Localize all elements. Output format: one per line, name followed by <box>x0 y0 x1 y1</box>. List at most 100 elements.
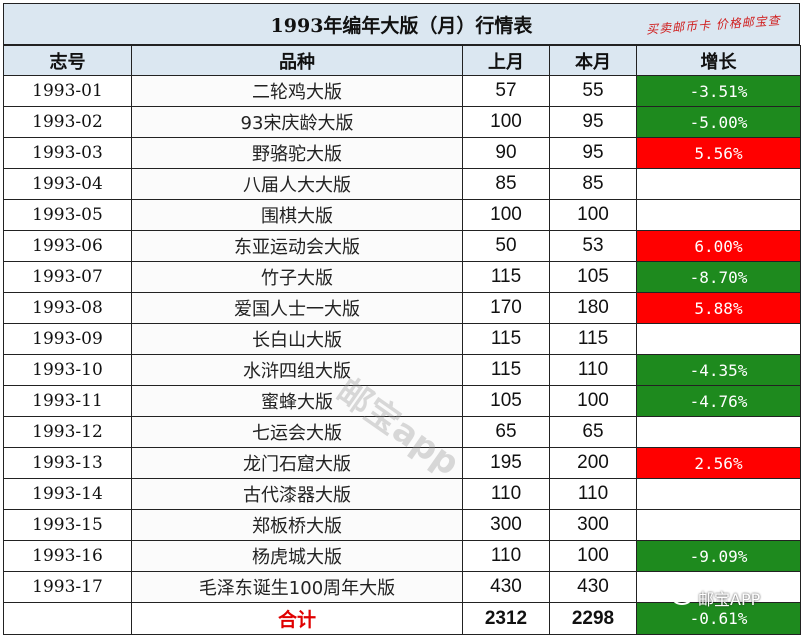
row-this-month: 105 <box>549 261 637 293</box>
row-name: 二轮鸡大版 <box>131 75 463 107</box>
row-code: 1993-15 <box>3 509 132 541</box>
row-last-month: 105 <box>462 385 550 417</box>
row-this-month: 200 <box>549 447 637 479</box>
row-name: 爱国人士一大版 <box>131 292 463 324</box>
total-change: -0.61% <box>636 602 801 635</box>
row-code: 1993-02 <box>3 106 132 138</box>
row-code: 1993-10 <box>3 354 132 386</box>
row-name: 七运会大版 <box>131 416 463 448</box>
total-code <box>3 602 132 635</box>
row-name: 郑板桥大版 <box>131 509 463 541</box>
table-row: 1993-09 长白山大版 115 115 <box>3 323 801 355</box>
row-last-month: 57 <box>462 75 550 107</box>
table-row: 1993-03 野骆驼大版 90 95 5.56% <box>3 137 801 169</box>
table-row: 1993-16 杨虎城大版 110 100 -9.09% <box>3 540 801 572</box>
row-last-month: 300 <box>462 509 550 541</box>
header-row: 志号 品种 上月 本月 增长 <box>3 45 801 76</box>
row-name: 东亚运动会大版 <box>131 230 463 262</box>
row-code: 1993-11 <box>3 385 132 417</box>
table-row: 1993-12 七运会大版 65 65 <box>3 416 801 448</box>
table-row: 1993-04 八届人大大版 85 85 <box>3 168 801 200</box>
row-last-month: 85 <box>462 168 550 200</box>
row-last-month: 195 <box>462 447 550 479</box>
table-row: 1993-14 古代漆器大版 110 110 <box>3 478 801 510</box>
row-last-month: 110 <box>462 540 550 572</box>
row-last-month: 110 <box>462 478 550 510</box>
table-body: 1993-01 二轮鸡大版 57 55 -3.51% 1993-02 93宋庆龄大版 100 9… <box>3 75 801 603</box>
table-row: 1993-17 毛泽东诞生100周年大版 430 430 <box>3 571 801 603</box>
row-code: 1993-16 <box>3 540 132 572</box>
row-last-month: 115 <box>462 261 550 293</box>
row-this-month: 95 <box>549 137 637 169</box>
row-change: -3.51% <box>636 75 801 107</box>
row-name: 蜜蜂大版 <box>131 385 463 417</box>
row-this-month: 55 <box>549 75 637 107</box>
table-row: 1993-01 二轮鸡大版 57 55 -3.51% <box>3 75 801 107</box>
row-code: 1993-05 <box>3 199 132 231</box>
row-change <box>636 571 801 603</box>
row-change: 5.56% <box>636 137 801 169</box>
row-this-month: 430 <box>549 571 637 603</box>
header-this-month: 本月 <box>549 45 637 76</box>
row-last-month: 115 <box>462 323 550 355</box>
row-change <box>636 416 801 448</box>
row-change: 5.88% <box>636 292 801 324</box>
row-this-month: 110 <box>549 354 637 386</box>
row-code: 1993-12 <box>3 416 132 448</box>
header-change: 增长 <box>636 45 801 76</box>
row-change <box>636 509 801 541</box>
row-name: 野骆驼大版 <box>131 137 463 169</box>
row-this-month: 53 <box>549 230 637 262</box>
table-row: 1993-02 93宋庆龄大版 100 95 -5.00% <box>3 106 801 138</box>
row-name: 杨虎城大版 <box>131 540 463 572</box>
header-last-month: 上月 <box>462 45 550 76</box>
row-change: -9.09% <box>636 540 801 572</box>
row-change: 2.56% <box>636 447 801 479</box>
row-code: 1993-08 <box>3 292 132 324</box>
row-change <box>636 168 801 200</box>
row-last-month: 65 <box>462 416 550 448</box>
row-last-month: 115 <box>462 354 550 386</box>
row-code: 1993-07 <box>3 261 132 293</box>
row-last-month: 50 <box>462 230 550 262</box>
row-last-month: 100 <box>462 199 550 231</box>
header-name: 品种 <box>131 45 463 76</box>
row-name: 古代漆器大版 <box>131 478 463 510</box>
row-this-month: 180 <box>549 292 637 324</box>
row-last-month: 170 <box>462 292 550 324</box>
table-row: 1993-10 水浒四组大版 115 110 -4.35% <box>3 354 801 386</box>
row-name: 围棋大版 <box>131 199 463 231</box>
table-row: 1993-07 竹子大版 115 105 -8.70% <box>3 261 801 293</box>
row-change: -4.76% <box>636 385 801 417</box>
row-name: 竹子大版 <box>131 261 463 293</box>
row-name: 八届人大大版 <box>131 168 463 200</box>
table-row: 1993-11 蜜蜂大版 105 100 -4.76% <box>3 385 801 417</box>
row-code: 1993-03 <box>3 137 132 169</box>
row-this-month: 100 <box>549 199 637 231</box>
row-this-month: 100 <box>549 540 637 572</box>
row-code: 1993-14 <box>3 478 132 510</box>
table-row: 1993-13 龙门石窟大版 195 200 2.56% <box>3 447 801 479</box>
row-this-month: 95 <box>549 106 637 138</box>
row-name: 93宋庆龄大版 <box>131 106 463 138</box>
row-code: 1993-06 <box>3 230 132 262</box>
row-this-month: 110 <box>549 478 637 510</box>
page-title: 1993年编年大版（月）行情表 <box>270 14 533 37</box>
row-change: 6.00% <box>636 230 801 262</box>
row-change: -8.70% <box>636 261 801 293</box>
row-name: 长白山大版 <box>131 323 463 355</box>
row-name: 龙门石窟大版 <box>131 447 463 479</box>
table-row: 1993-08 爱国人士一大版 170 180 5.88% <box>3 292 801 324</box>
row-code: 1993-01 <box>3 75 132 107</box>
row-this-month: 65 <box>549 416 637 448</box>
row-this-month: 100 <box>549 385 637 417</box>
row-change: -5.00% <box>636 106 801 138</box>
row-code: 1993-09 <box>3 323 132 355</box>
row-this-month: 300 <box>549 509 637 541</box>
header-code: 志号 <box>3 45 132 76</box>
row-change <box>636 323 801 355</box>
total-this-month: 2298 <box>549 602 637 635</box>
row-code: 1993-13 <box>3 447 132 479</box>
row-name: 毛泽东诞生100周年大版 <box>131 571 463 603</box>
